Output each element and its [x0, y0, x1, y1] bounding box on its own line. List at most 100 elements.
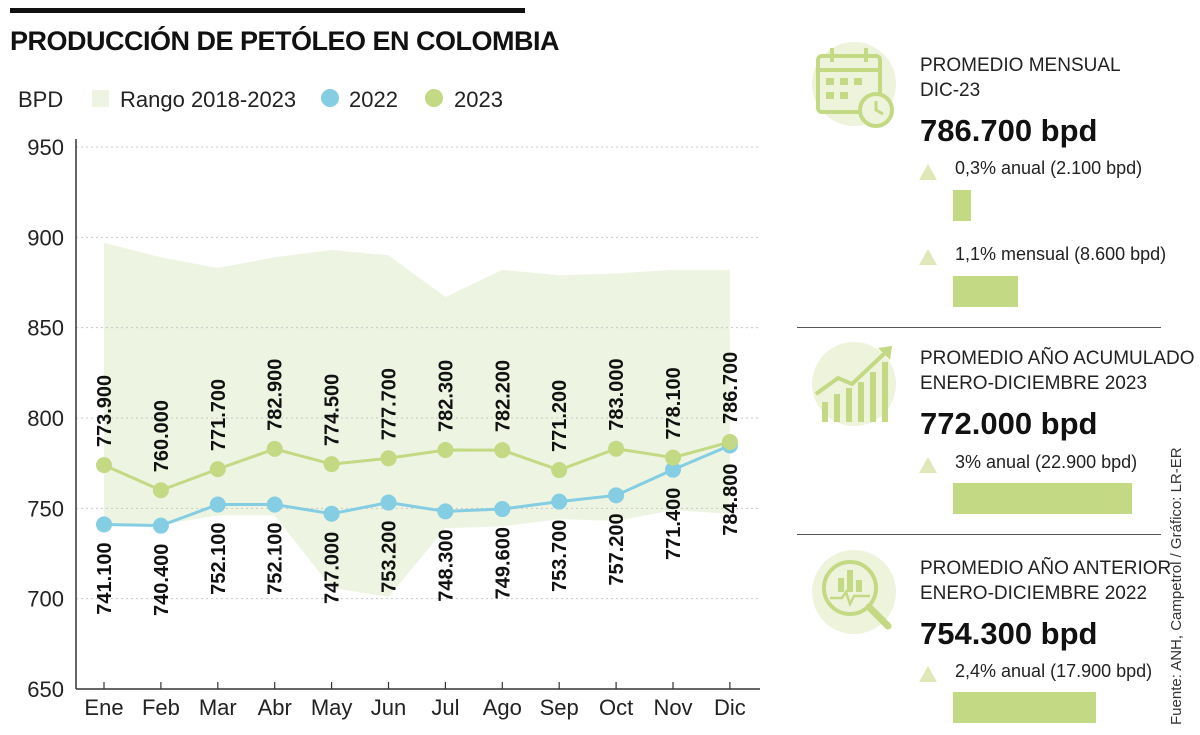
point-2023 — [721, 434, 738, 451]
up-triangle-icon — [919, 164, 937, 180]
data-label-2022: 740.400 — [151, 544, 173, 616]
point-2023 — [266, 440, 283, 457]
legend-2022-label: 2022 — [349, 87, 398, 112]
legend-range-label: Rango 2018-2023 — [120, 87, 296, 112]
up-triangle-icon — [919, 249, 937, 265]
data-label-2022: 747.000 — [322, 532, 344, 604]
point-2023 — [665, 449, 681, 466]
panel1-change2: 1,1% mensual (8.600 bpd) — [955, 244, 1167, 264]
point-2022 — [96, 516, 112, 533]
up-triangle-icon — [919, 666, 937, 682]
data-label-2023: 777.700 — [379, 368, 401, 440]
x-tick-label: Sep — [540, 695, 579, 720]
point-2022 — [665, 461, 681, 478]
point-2023 — [96, 457, 112, 474]
data-label-2022: 741.100 — [94, 542, 116, 614]
panel3-value: 754.300 bpd — [920, 616, 1098, 651]
point-2023 — [152, 482, 169, 499]
data-label-2023: 771.200 — [549, 380, 571, 452]
data-label-2023: 786.700 — [720, 352, 742, 424]
source-note: Fuente: ANH, Campetrol / Gráfico: LR-ER — [1168, 447, 1185, 725]
point-2023 — [380, 450, 397, 467]
data-label-2023: 774.500 — [322, 374, 344, 446]
top-rule — [10, 8, 525, 13]
panel1-heading: PROMEDIO MENSUAL DIC-23 — [920, 55, 1121, 101]
data-label-2023: 782.900 — [265, 359, 287, 431]
point-2022 — [209, 496, 226, 513]
data-label-2023: 771.700 — [208, 379, 230, 451]
panel2-value: 772.000 bpd — [920, 406, 1098, 441]
series-line-2023 — [103, 440, 731, 492]
data-label-2023: 782.200 — [492, 360, 514, 432]
x-tick-label: Ene — [84, 695, 123, 720]
x-tick-label: May — [311, 695, 353, 720]
up-triangle-icon — [919, 457, 937, 473]
y-tick-label: 850 — [27, 316, 64, 341]
data-label-2023: 783.000 — [606, 358, 628, 430]
panel2-heading: PROMEDIO AÑO ACUMULADO ENERO-DICIEMBRE 20… — [920, 348, 1195, 394]
range-band — [104, 242, 730, 597]
panel2-change1-bar — [953, 483, 1132, 514]
panel1-change1: 0,3% anual (2.100 bpd) — [955, 158, 1143, 178]
panel2-change1: 3% anual (22.900 bpd) — [955, 452, 1138, 472]
panel1-change2-bar — [953, 276, 1018, 307]
point-2022 — [608, 487, 625, 504]
x-tick-label: Ago — [483, 695, 522, 720]
data-label-2022: 748.300 — [435, 529, 457, 601]
panel3-heading: PROMEDIO AÑO ANTERIOR ENERO-DICIEMBRE 202… — [920, 558, 1172, 604]
data-label-2023: 773.900 — [94, 375, 116, 447]
point-2023 — [551, 462, 568, 479]
x-tick-label: Oct — [599, 695, 633, 720]
x-tick-label: Feb — [142, 695, 180, 720]
point-2022 — [551, 493, 568, 510]
panel3-change1: 2,4% anual (17.900 bpd) — [955, 661, 1153, 681]
data-label-2022: 757.200 — [606, 513, 628, 585]
y-tick-label: 700 — [27, 587, 64, 612]
line-chart: BPD Rango 2018-2023 2022 2023 650 700 750 8… — [18, 87, 760, 720]
legend-2022-marker — [321, 89, 339, 107]
legend-2023-label: 2023 — [454, 87, 503, 112]
x-tick-label: Dic — [714, 695, 746, 720]
y-tick-label: 900 — [27, 225, 64, 250]
data-label-2023: 778.100 — [663, 367, 685, 439]
panel3-change1-bar — [953, 692, 1096, 723]
plot-area: 650 700 750 800 850 900 950 Ene Feb Mar Abr May Jun J… — [27, 135, 760, 720]
calendar-clock-icon — [816, 48, 894, 128]
point-2022 — [494, 501, 511, 518]
point-2022 — [152, 517, 169, 534]
panel1-value: 786.700 bpd — [920, 113, 1098, 148]
point-2023 — [323, 456, 340, 473]
data-label-2022: 753.200 — [379, 521, 401, 593]
data-label-2022: 753.700 — [549, 520, 571, 592]
y-tick-label: 650 — [27, 677, 64, 702]
point-2022 — [380, 494, 397, 511]
series-line-2022 — [103, 444, 731, 528]
point-2022 — [266, 496, 283, 513]
legend: BPD Rango 2018-2023 2022 2023 — [18, 87, 503, 112]
y-tick-label: 950 — [27, 135, 64, 160]
x-tick-label: Jun — [371, 695, 406, 720]
point-2023 — [608, 440, 625, 457]
point-2023 — [209, 461, 226, 478]
data-label-2022: 752.100 — [208, 523, 230, 595]
y-tick-label: 750 — [27, 496, 64, 521]
point-2023 — [494, 442, 511, 459]
panel1-change1-bar — [953, 190, 971, 221]
legend-2023-marker — [425, 89, 443, 107]
y-unit-label: BPD — [18, 87, 63, 112]
x-tick-label: Jul — [431, 695, 459, 720]
data-label-2023: 760.000 — [151, 400, 173, 472]
data-label-2023: 782.300 — [435, 360, 457, 432]
point-2023 — [437, 441, 454, 458]
divider — [797, 327, 1161, 328]
data-label-2022: 784.800 — [720, 463, 742, 535]
divider — [797, 534, 1161, 535]
data-label-2022: 749.600 — [492, 527, 514, 599]
point-2022 — [437, 503, 454, 520]
chart-title: PRODUCCIÓN DE PETÓLEO EN COLOMBIA — [10, 26, 560, 56]
magnifier-chart-icon — [822, 560, 892, 630]
x-tick-label: Mar — [199, 695, 237, 720]
x-tick-label: Abr — [258, 695, 292, 720]
data-label-2022: 752.100 — [265, 523, 287, 595]
growth-chart-icon — [814, 346, 892, 422]
